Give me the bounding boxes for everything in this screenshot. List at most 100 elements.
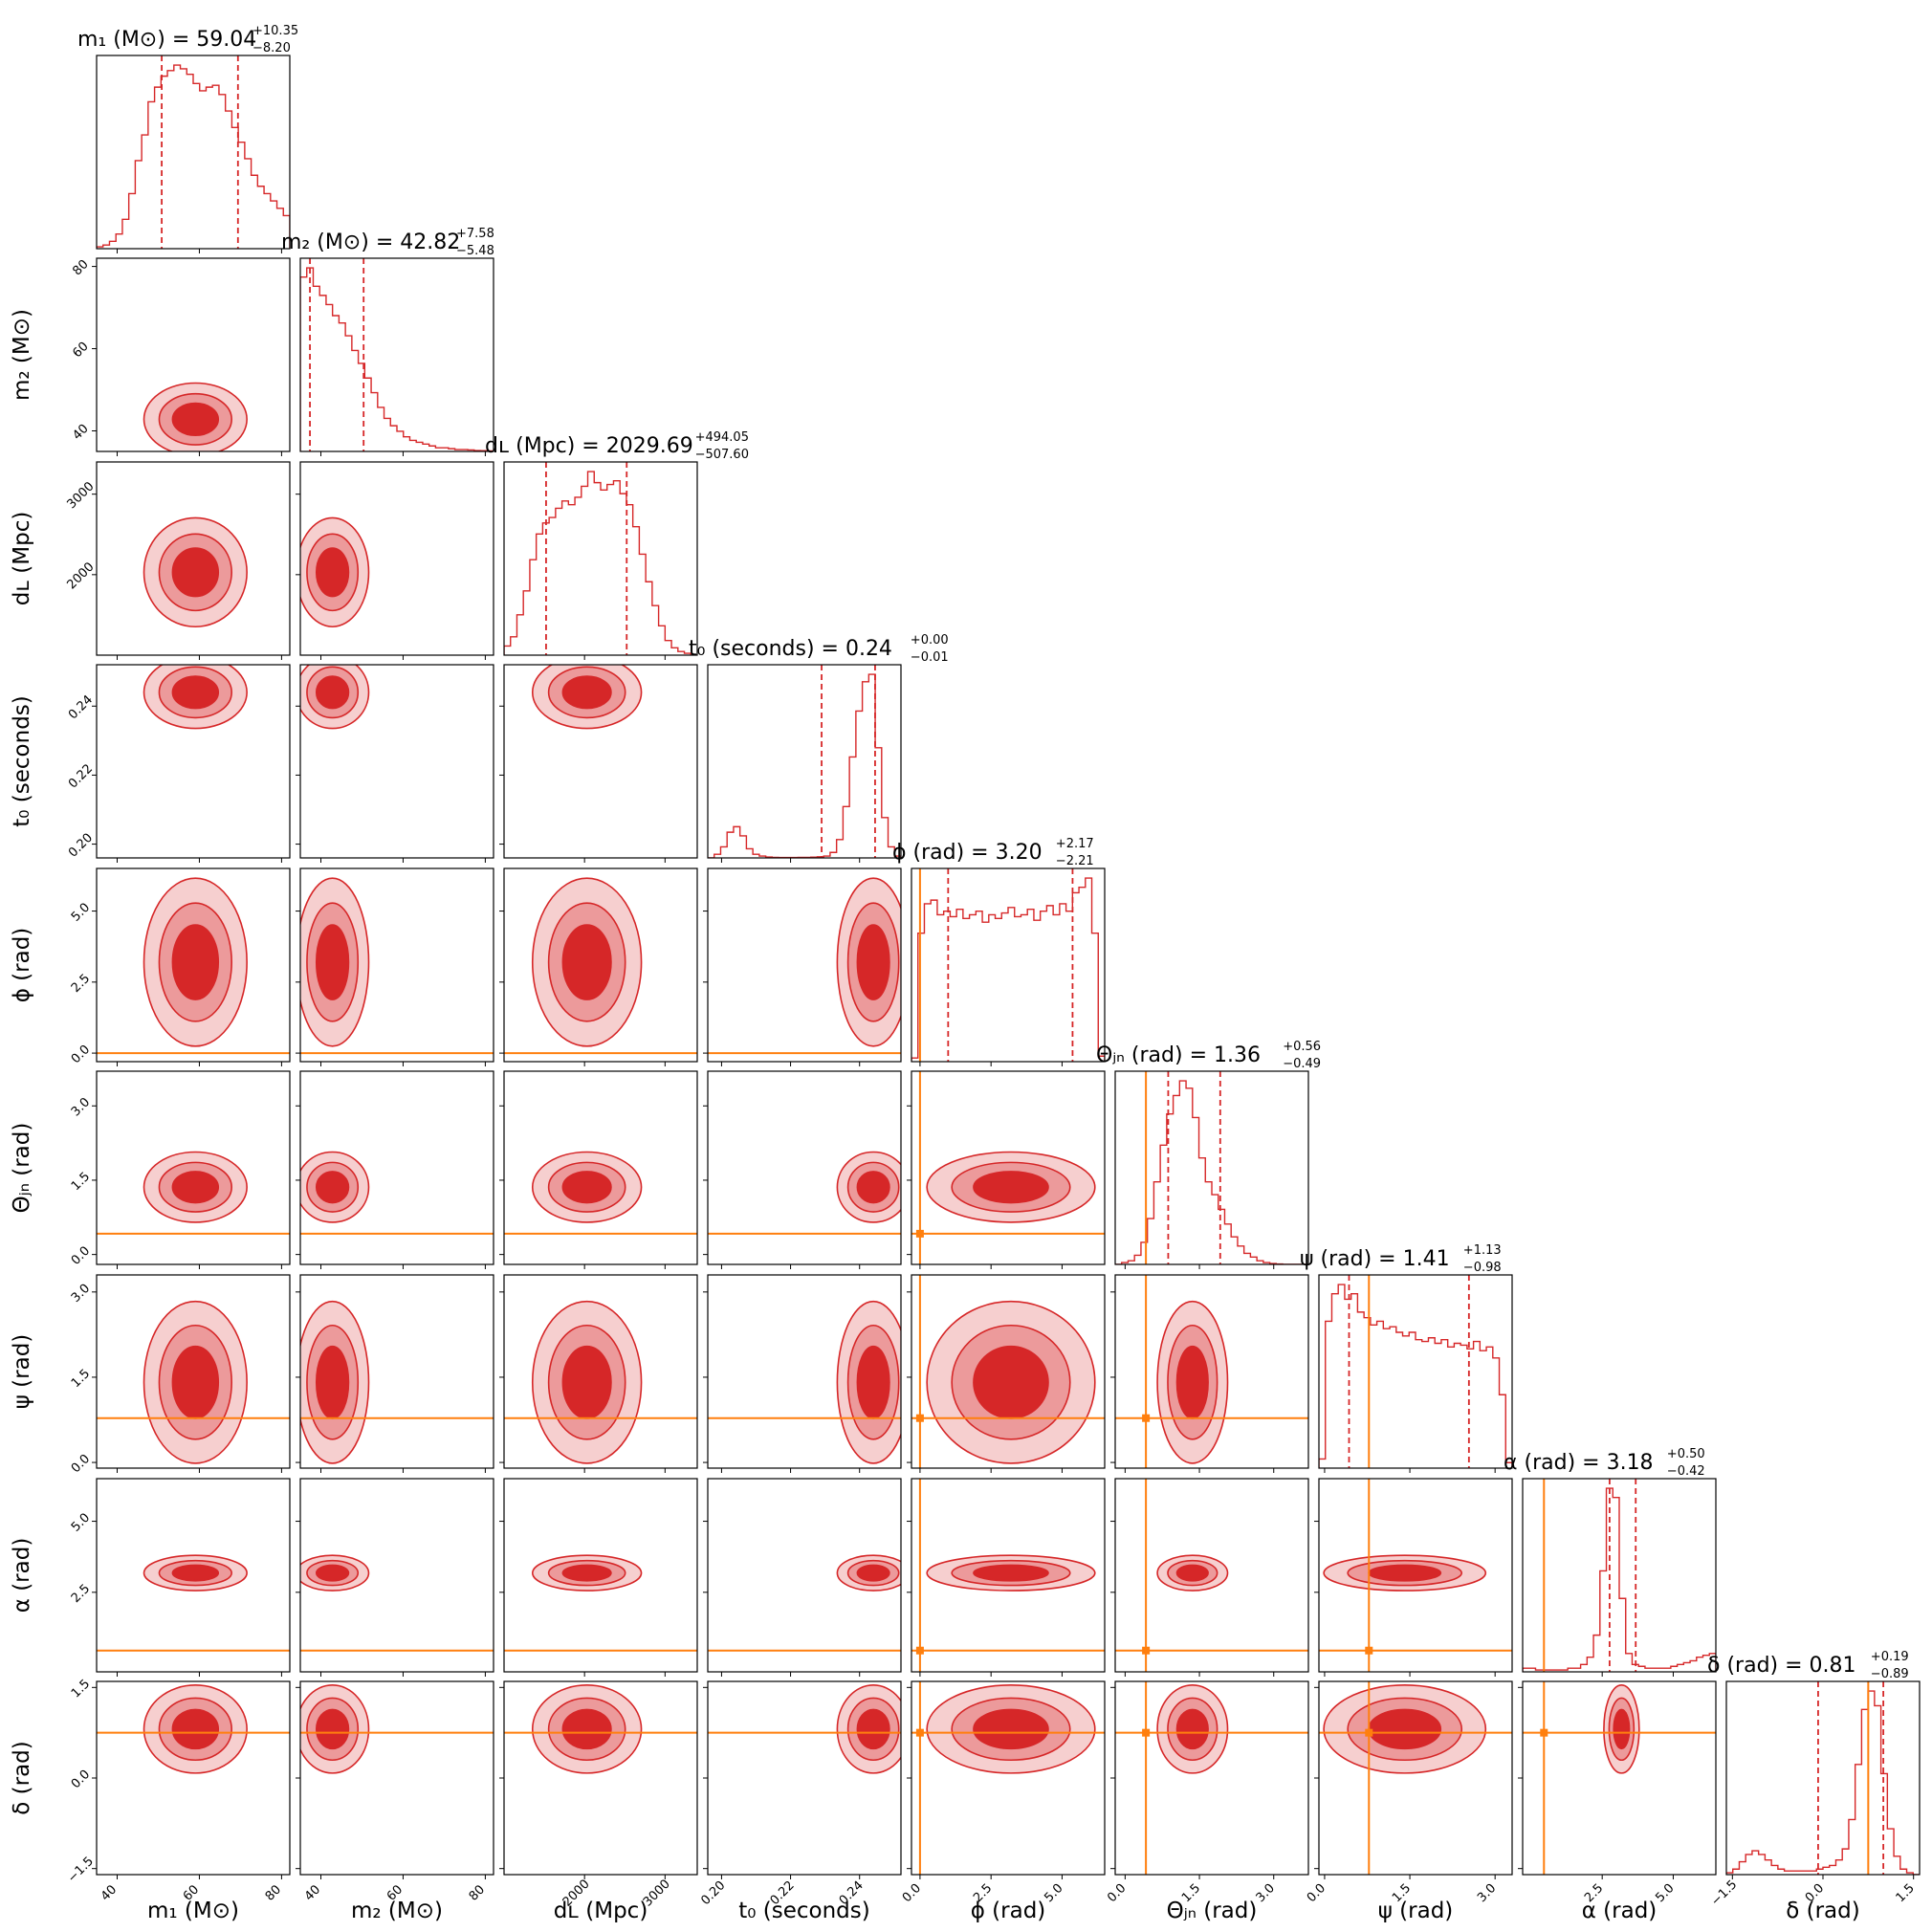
x-axis-label-phi: ϕ (rad) xyxy=(971,1899,1046,1923)
err-plus-alpha: +0.50 xyxy=(1667,1447,1705,1461)
panel-thetajn-t0 xyxy=(703,1070,902,1269)
panel-delta-delta: δ (rad) = 0.81 +0.19−0.89−1.5 0.0 1.5 xyxy=(1707,1650,1921,1909)
panel-phi-dL xyxy=(499,867,698,1066)
title-m1: m₁ (M⊙) = 59.04 xyxy=(77,28,256,52)
contour-2 xyxy=(856,924,890,1000)
histogram-delta xyxy=(1726,1690,1920,1875)
panel-frame xyxy=(1114,1478,1309,1673)
panel-frame xyxy=(503,1274,698,1469)
histogram-t0 xyxy=(708,673,901,858)
panel-frame xyxy=(1318,1274,1513,1469)
contour-2 xyxy=(171,402,220,437)
contour-2 xyxy=(856,1564,890,1582)
panel-delta-dL: 2000 3000 xyxy=(499,1680,698,1910)
x-tick-label: 0.0 xyxy=(1305,1881,1328,1905)
x-axis-label-t0: t₀ (seconds) xyxy=(738,1899,870,1923)
y-tick-label: −1.5 xyxy=(65,1855,97,1886)
x-tick-label: 0.0 xyxy=(1105,1881,1129,1905)
truth-marker xyxy=(1365,1728,1373,1737)
truth-marker xyxy=(1142,1728,1151,1737)
y-axis-label-psi: ψ (rad) xyxy=(10,1334,34,1410)
panel-frame xyxy=(96,55,291,250)
err-plus-phi: +2.17 xyxy=(1056,837,1094,851)
x-axis-label-delta: δ (rad) xyxy=(1786,1899,1859,1923)
panel-delta-t0: 0.20 0.22 0.24 xyxy=(698,1680,902,1908)
contour-2 xyxy=(315,924,350,1000)
x-tick-label: 80 xyxy=(467,1882,488,1903)
truth-marker xyxy=(1540,1728,1548,1737)
contour-2 xyxy=(856,1708,890,1750)
y-tick-label: 0.22 xyxy=(66,761,96,791)
panel-dL-m2 xyxy=(296,461,494,660)
err-minus-alpha: −0.42 xyxy=(1667,1464,1705,1479)
panel-phi-phi: ϕ (rad) = 3.20 +2.17 −2.21 xyxy=(892,837,1106,1066)
title-dL: dʟ (Mpc) = 2029.69 xyxy=(485,434,693,458)
err-minus-t0: −0.01 xyxy=(911,650,949,665)
panel-psi-thetajn xyxy=(1110,1274,1309,1473)
title-phi: ϕ (rad) = 3.20 xyxy=(892,841,1043,865)
panel-thetajn-dL xyxy=(499,1070,698,1269)
err-plus-t0: +0.00 xyxy=(911,633,949,648)
panel-frame xyxy=(96,1478,291,1673)
x-tick-label: 80 xyxy=(263,1882,284,1903)
panel-frame xyxy=(96,257,291,452)
contour-2 xyxy=(561,1708,612,1750)
panel-delta-m1: 40 60 80−1.50.01.5 xyxy=(65,1677,291,1904)
panel-psi-m2 xyxy=(296,1274,494,1473)
panel-frame xyxy=(299,1070,494,1265)
panel-alpha-thetajn xyxy=(1110,1478,1309,1677)
panel-delta-psi: 0.0 1.5 3.0 xyxy=(1305,1680,1513,1905)
truth-marker xyxy=(915,1414,924,1422)
panel-frame xyxy=(911,867,1106,1063)
y-tick-label: 5.0 xyxy=(69,900,93,924)
err-minus-delta: −0.89 xyxy=(1871,1667,1909,1681)
panel-phi-t0 xyxy=(703,867,902,1066)
panel-frame xyxy=(707,867,902,1063)
panel-thetajn-phi xyxy=(907,1070,1106,1269)
panel-frame xyxy=(299,867,494,1063)
panel-alpha-dL xyxy=(499,1478,698,1677)
y-tick-label: 2.5 xyxy=(69,1582,93,1606)
histogram-phi xyxy=(911,877,1105,1062)
err-minus-thetajn: −0.49 xyxy=(1283,1057,1321,1071)
panel-frame xyxy=(96,664,291,859)
err-minus-dL: −507.60 xyxy=(695,448,749,462)
title-delta: δ (rad) = 0.81 xyxy=(1707,1654,1856,1678)
x-tick-label: 0.0 xyxy=(900,1881,924,1905)
panel-frame xyxy=(503,867,698,1063)
panel-alpha-phi xyxy=(907,1478,1106,1677)
y-tick-label: 80 xyxy=(70,257,91,278)
panel-t0-dL xyxy=(499,664,698,863)
truth-marker xyxy=(1142,1646,1151,1655)
contour-2 xyxy=(973,1171,1049,1204)
contour-2 xyxy=(1175,1564,1209,1582)
panel-frame xyxy=(503,664,698,859)
panel-frame xyxy=(503,1478,698,1673)
err-plus-m1: +10.35 xyxy=(252,24,298,38)
panel-frame xyxy=(911,1478,1106,1673)
panel-frame xyxy=(96,867,291,1063)
y-tick-label: 60 xyxy=(70,340,91,361)
contour-2 xyxy=(973,1708,1049,1750)
panel-m1-m1: m₁ (M⊙) = 59.04+10.35 −8.20 xyxy=(77,24,298,253)
panel-frame xyxy=(299,1478,494,1673)
x-tick-label: 0.20 xyxy=(698,1878,728,1908)
panel-frame xyxy=(707,1274,902,1469)
y-axis-label-alpha: α (rad) xyxy=(10,1538,34,1614)
y-tick-label: 0.24 xyxy=(66,692,96,722)
contour-2 xyxy=(171,1708,220,1750)
y-axis-label-delta: δ (rad) xyxy=(10,1741,34,1814)
y-axis-label-m2: m₂ (M⊙) xyxy=(10,309,34,401)
panel-alpha-psi xyxy=(1314,1478,1513,1677)
panel-frame xyxy=(1725,1680,1921,1876)
panel-frame xyxy=(1318,1478,1513,1673)
contour-2 xyxy=(315,547,350,598)
panel-delta-phi: 0.0 2.5 5.0 xyxy=(900,1680,1106,1905)
panel-delta-alpha: 2.5 5.0 xyxy=(1518,1680,1717,1905)
contour-2 xyxy=(315,1708,350,1750)
contour-2 xyxy=(973,1345,1049,1419)
contour-2 xyxy=(561,1345,612,1419)
err-minus-m2: −5.48 xyxy=(456,244,494,258)
panel-frame xyxy=(707,1070,902,1265)
